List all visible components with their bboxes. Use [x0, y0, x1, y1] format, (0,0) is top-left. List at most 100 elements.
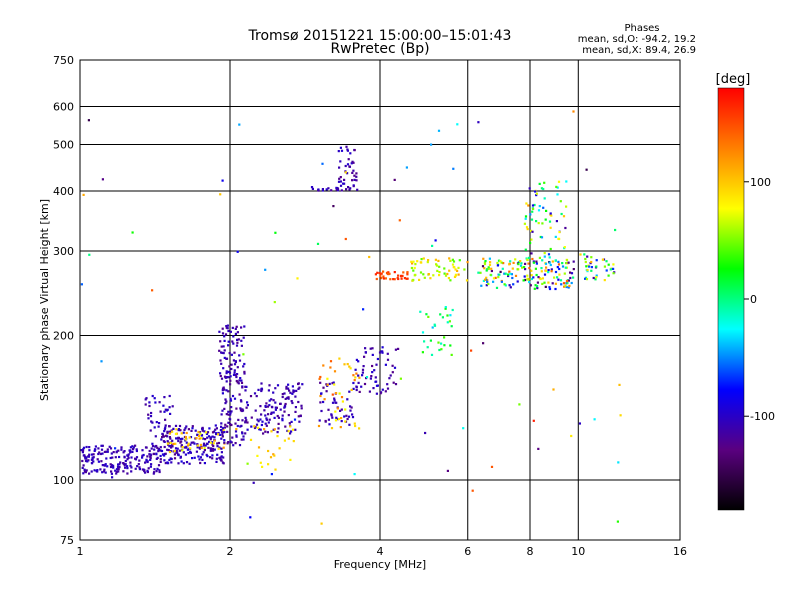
- data-point: [416, 260, 419, 263]
- data-point: [498, 273, 501, 276]
- data-point: [200, 437, 203, 440]
- data-point: [525, 226, 529, 229]
- data-point: [524, 268, 527, 271]
- data-point: [219, 359, 222, 362]
- data-point: [339, 409, 342, 412]
- data-point: [117, 468, 120, 471]
- x-tick-label: 8: [527, 545, 534, 558]
- data-point: [159, 460, 162, 463]
- data-point: [547, 269, 550, 272]
- data-point: [585, 278, 589, 281]
- data-point: [287, 437, 290, 440]
- data-point: [100, 444, 103, 447]
- data-point: [499, 270, 502, 273]
- data-point: [519, 260, 522, 263]
- data-point: [85, 456, 88, 459]
- data-point: [449, 344, 452, 347]
- data-point: [337, 417, 340, 421]
- y-axis-label: Stationary phase Virtual Height [km]: [38, 199, 51, 401]
- data-point: [201, 458, 204, 461]
- data-point: [563, 285, 566, 288]
- data-point: [482, 257, 485, 260]
- data-point: [394, 383, 398, 386]
- data-point: [184, 436, 187, 439]
- data-point: [528, 280, 531, 284]
- data-point: [81, 449, 85, 452]
- data-point: [601, 258, 605, 261]
- data-point: [94, 445, 97, 448]
- data-point: [228, 352, 231, 355]
- data-point: [567, 286, 570, 289]
- data-point: [350, 162, 353, 165]
- data-point: [595, 276, 598, 279]
- data-point: [259, 405, 262, 408]
- data-point: [340, 396, 344, 399]
- data-point: [114, 447, 117, 450]
- data-point: [101, 452, 104, 455]
- data-point: [250, 416, 253, 419]
- data-point: [171, 430, 174, 433]
- data-point: [570, 281, 573, 285]
- data-point: [170, 446, 173, 449]
- data-point: [211, 454, 214, 457]
- data-point: [165, 434, 168, 437]
- data-point: [292, 389, 295, 392]
- data-point: [277, 416, 280, 419]
- data-point: [112, 466, 115, 469]
- data-point: [234, 430, 238, 433]
- data-point: [203, 430, 206, 433]
- data-point: [191, 427, 194, 430]
- data-point: [240, 326, 243, 329]
- data-point: [166, 432, 169, 435]
- data-point: [223, 439, 226, 442]
- data-point: [373, 369, 376, 372]
- data-point: [272, 399, 275, 402]
- data-point: [560, 283, 563, 286]
- data-point: [331, 382, 334, 385]
- data-point: [524, 262, 527, 265]
- data-point: [267, 389, 270, 392]
- data-point: [201, 453, 204, 456]
- data-point: [142, 468, 145, 471]
- data-point: [129, 451, 132, 454]
- data-point: [220, 459, 223, 462]
- data-point: [446, 321, 449, 324]
- data-point: [177, 462, 180, 465]
- data-point: [543, 181, 546, 184]
- data-point: [163, 459, 166, 462]
- data-point: [284, 402, 287, 406]
- data-point: [240, 379, 243, 382]
- data-point: [521, 266, 524, 269]
- data-point: [352, 184, 355, 187]
- data-point: [265, 402, 268, 405]
- colorbar-tick-label: 100: [750, 176, 771, 189]
- data-point: [110, 472, 113, 475]
- data-point: [105, 450, 108, 453]
- data-point: [196, 446, 199, 449]
- data-point: [261, 420, 264, 423]
- data-point: [509, 260, 512, 263]
- data-point: [226, 430, 229, 433]
- data-point: [538, 205, 541, 208]
- data-point: [238, 123, 241, 126]
- data-point: [572, 260, 575, 263]
- data-point: [206, 431, 210, 434]
- data-point: [334, 410, 337, 413]
- data-point: [225, 370, 228, 373]
- data-point: [93, 449, 96, 452]
- data-point: [267, 463, 270, 466]
- data-point: [325, 188, 328, 191]
- data-point: [316, 242, 320, 245]
- data-point: [181, 449, 184, 452]
- data-point: [252, 481, 255, 484]
- data-point: [350, 406, 353, 409]
- data-point: [160, 449, 164, 453]
- data-point: [279, 408, 282, 411]
- data-point: [150, 411, 153, 415]
- data-point: [338, 357, 341, 360]
- data-point: [607, 274, 610, 277]
- chart-subtitle: RwPretec (Bp): [330, 41, 429, 57]
- data-point: [437, 259, 440, 262]
- data-point: [144, 471, 147, 474]
- data-point: [371, 371, 374, 374]
